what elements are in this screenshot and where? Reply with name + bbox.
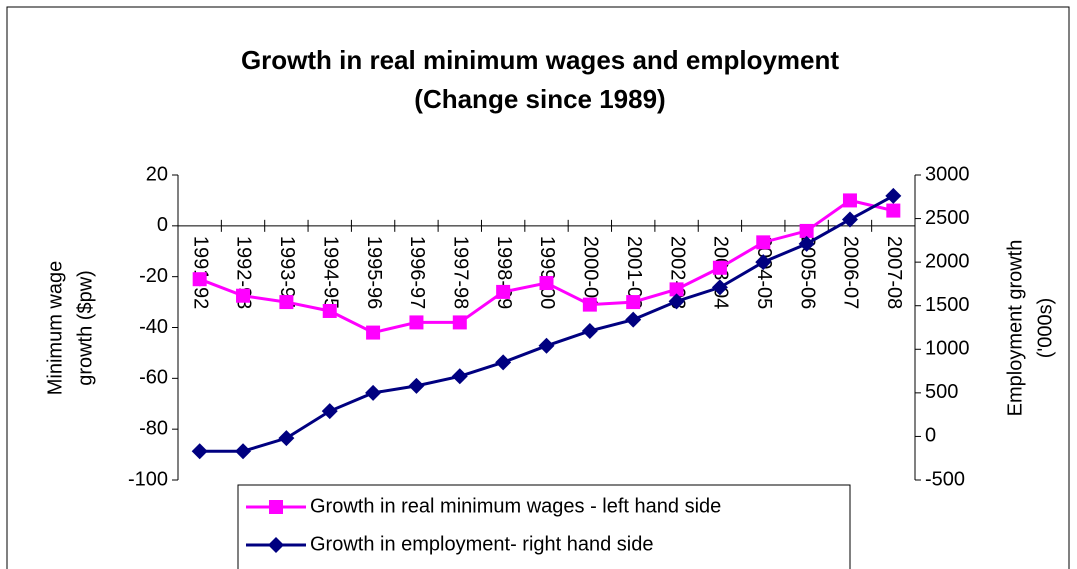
point: [408, 377, 425, 394]
x-tick-label: 2005-06: [796, 236, 818, 309]
x-tick-label: 2004-05: [753, 236, 775, 309]
x-tick-label: 1996-97: [406, 236, 428, 309]
chart-title: Growth in real minimum wages and employm…: [241, 45, 839, 75]
y2-axis-label: Employment growth: [1004, 240, 1026, 417]
legend-label: Growth in employment- right hand side: [310, 533, 654, 555]
point: [755, 254, 772, 271]
y2-tick-label: 0: [925, 425, 936, 447]
point: [539, 276, 554, 291]
chart-border: [6, 6, 1070, 569]
point: [192, 272, 207, 287]
y2-tick-label: 2000: [925, 250, 970, 272]
x-tick-label: 2000-01: [580, 236, 602, 309]
point: [452, 315, 467, 330]
point: [581, 322, 598, 339]
point: [495, 354, 512, 371]
point: [841, 211, 858, 228]
y2-tick-label: 500: [925, 381, 958, 403]
point: [799, 223, 814, 238]
y-tick-label: -60: [139, 367, 168, 389]
x-tick-label: 1995-96: [363, 236, 385, 309]
x-tick-label: 2007-08: [883, 236, 905, 309]
point: [798, 235, 815, 252]
point: [538, 337, 555, 354]
x-tick-label: 2006-07: [840, 236, 862, 309]
y2-tick-label: 1000: [925, 338, 970, 360]
point: [711, 279, 728, 296]
y2-tick-label: 1500: [925, 294, 970, 316]
point: [496, 284, 511, 299]
y2-tick-label: 3000: [925, 163, 970, 185]
point: [886, 203, 901, 218]
y2-tick-label: -500: [925, 468, 965, 490]
y-axis-label: Minimum wage: [44, 261, 66, 395]
point: [842, 193, 857, 208]
point: [321, 403, 338, 420]
point: [668, 293, 685, 310]
x-tick-label: 1994-95: [319, 236, 341, 309]
legend-marker: [269, 500, 283, 514]
point: [756, 235, 771, 250]
x-tick-label: 2001-02: [623, 236, 645, 309]
point: [191, 443, 208, 460]
point: [582, 297, 597, 312]
legend-marker: [268, 537, 284, 553]
point: [712, 260, 727, 275]
y-tick-label: -20: [139, 265, 168, 287]
point: [236, 288, 251, 303]
point: [235, 443, 252, 460]
legend-box: [237, 484, 851, 569]
y-tick-label: 20: [146, 163, 168, 185]
y2-axis-label: ('000s): [1034, 298, 1056, 359]
point: [279, 295, 294, 310]
y-tick-label: -40: [139, 316, 168, 338]
point: [625, 311, 642, 328]
x-tick-label: 1999-00: [536, 236, 558, 309]
y-axis-label: growth ($pw): [74, 270, 96, 386]
point: [278, 430, 295, 447]
point: [365, 384, 382, 401]
point: [885, 187, 902, 204]
y-tick-label: -80: [139, 417, 168, 439]
point: [626, 295, 641, 310]
chart-title: (Change since 1989): [414, 84, 665, 114]
point: [451, 368, 468, 385]
x-tick-label: 1993-94: [276, 236, 298, 309]
point: [669, 282, 684, 297]
point: [409, 315, 424, 330]
y-tick-label: -100: [128, 468, 168, 490]
y-tick-label: 0: [157, 214, 168, 236]
legend-label: Growth in real minimum wages - left hand…: [310, 495, 721, 517]
point: [366, 325, 381, 340]
point: [322, 303, 337, 318]
x-tick-label: 1997-98: [450, 236, 472, 309]
y2-tick-label: 2500: [925, 207, 970, 229]
